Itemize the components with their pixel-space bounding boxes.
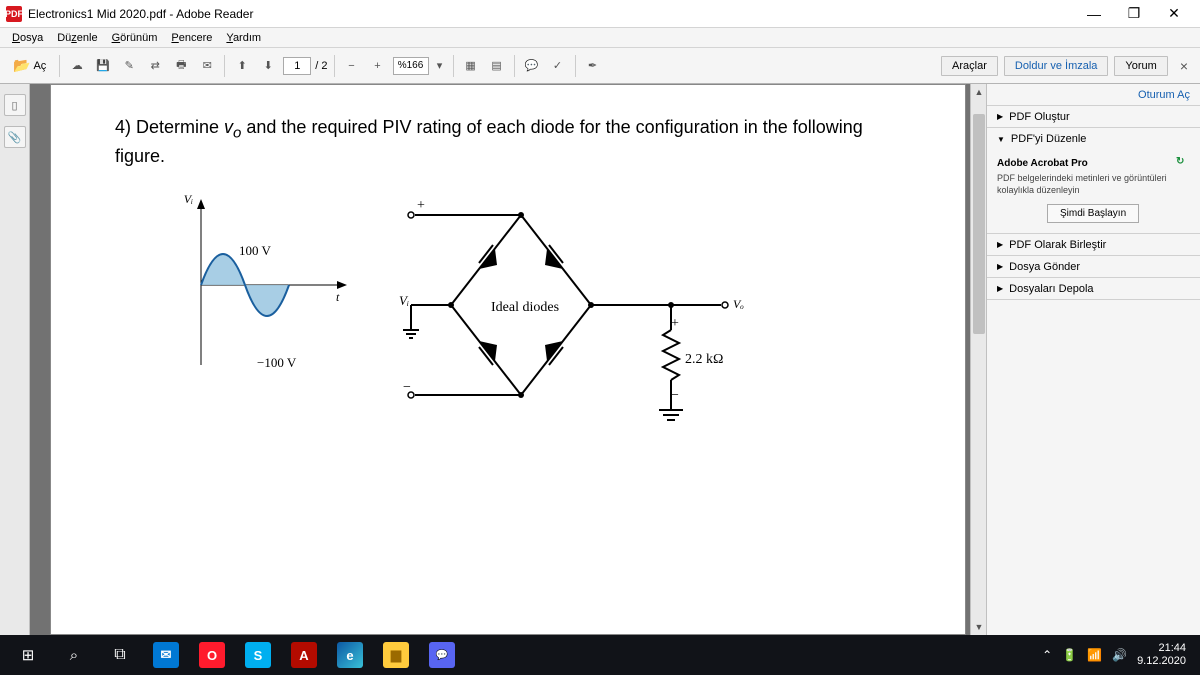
cloud-icon[interactable]: ☁ bbox=[66, 55, 88, 77]
page-up-icon[interactable]: ⬆ bbox=[231, 55, 253, 77]
sign-icon[interactable]: ✒ bbox=[582, 55, 604, 77]
panel-send-file[interactable]: ▶Dosya Gönder bbox=[987, 256, 1200, 278]
clock-date: 9.12.2020 bbox=[1137, 655, 1186, 668]
ideal-diodes-label: Ideal diodes bbox=[491, 300, 559, 315]
close-button[interactable]: ✕ bbox=[1154, 0, 1194, 28]
menu-edit[interactable]: Düzenle bbox=[51, 30, 103, 46]
taskbar-edge-icon[interactable]: e bbox=[328, 635, 372, 675]
circuit-diagram: Vᵢ 100 V −100 V t + Vᵢ bbox=[151, 185, 791, 465]
question-text: 4) Determine vo and the required PIV rat… bbox=[115, 115, 915, 168]
convert-icon[interactable]: ⇄ bbox=[144, 55, 166, 77]
app-icon: PDF bbox=[6, 6, 22, 22]
taskbar-mail-icon[interactable]: ✉ bbox=[144, 635, 188, 675]
tray-volume-icon[interactable]: 🔊 bbox=[1112, 648, 1127, 662]
page-down-icon[interactable]: ⬇ bbox=[257, 55, 279, 77]
svg-text:−: − bbox=[671, 388, 679, 403]
vi2-label: Vᵢ bbox=[399, 293, 409, 308]
windows-taskbar: ⊞ ⌕ ⧉ ✉ O S A e ▆ 💬 ⌃ 🔋 📶 🔊 21:44 9.12.2… bbox=[0, 635, 1200, 675]
minimize-button[interactable]: — bbox=[1074, 0, 1114, 28]
tools-button[interactable]: Araçlar bbox=[941, 56, 998, 76]
tray-wifi-icon[interactable]: 📶 bbox=[1087, 648, 1102, 662]
vi-label: Vᵢ bbox=[184, 192, 193, 206]
menu-help[interactable]: Yardım bbox=[220, 30, 267, 46]
close-panel-icon[interactable]: × bbox=[1174, 58, 1194, 74]
menubar: Dosya Düzenle Görünüm Pencere Yardım bbox=[0, 28, 1200, 48]
resistor-label: 2.2 kΩ bbox=[685, 352, 723, 367]
acrobat-pro-desc: PDF belgelerindeki metinleri ve görüntül… bbox=[997, 173, 1190, 196]
pdf-page: 4) Determine vo and the required PIV rat… bbox=[50, 84, 966, 635]
window-title: Electronics1 Mid 2020.pdf - Adobe Reader bbox=[28, 7, 1074, 21]
start-now-button[interactable]: Şimdi Başlayın bbox=[1047, 204, 1139, 223]
pencil-icon[interactable]: ✎ bbox=[118, 55, 140, 77]
thumbnails-icon[interactable]: ▯ bbox=[4, 94, 26, 116]
window-titlebar: PDF Electronics1 Mid 2020.pdf - Adobe Re… bbox=[0, 0, 1200, 28]
tray-battery-icon[interactable]: 🔋 bbox=[1062, 648, 1077, 662]
zoom-dropdown-icon[interactable]: ▾ bbox=[433, 55, 447, 77]
attachment-icon[interactable]: 📎 bbox=[4, 126, 26, 148]
clock-time: 21:44 bbox=[1137, 642, 1186, 655]
zoom-input[interactable] bbox=[393, 57, 429, 75]
toolbar: 📂 Aç ☁ 💾 ✎ ⇄ 🖶 ✉ ⬆ ⬇ / 2 − + ▾ ▦ ▤ 💬 ✓ ✒… bbox=[0, 48, 1200, 84]
zoom-in-icon[interactable]: + bbox=[367, 55, 389, 77]
open-label: Aç bbox=[33, 60, 46, 72]
scrollbar-thumb[interactable] bbox=[973, 114, 985, 334]
task-view-icon[interactable]: ⧉ bbox=[98, 635, 142, 675]
fill-sign-button[interactable]: Doldur ve İmzala bbox=[1004, 56, 1109, 76]
taskbar-skype-icon[interactable]: S bbox=[236, 635, 280, 675]
panel-edit-pdf[interactable]: ▼PDF'yi Düzenle bbox=[987, 128, 1200, 150]
folder-icon: 📂 bbox=[13, 57, 30, 74]
refresh-icon[interactable]: ↻ bbox=[1176, 156, 1190, 170]
fit-page-icon[interactable]: ▦ bbox=[460, 55, 482, 77]
taskbar-search-icon[interactable]: ⌕ bbox=[52, 635, 96, 675]
taskbar-clock[interactable]: 21:44 9.12.2020 bbox=[1137, 642, 1186, 668]
panel-store-files[interactable]: ▶Dosyaları Depola bbox=[987, 278, 1200, 300]
menu-window[interactable]: Pencere bbox=[165, 30, 218, 46]
page-number-input[interactable] bbox=[283, 57, 311, 75]
tools-panel: Oturum Aç ▶PDF Oluştur ▼PDF'yi Düzenle A… bbox=[986, 84, 1200, 635]
main-area: ▯ 📎 ▲ ▼ 4) Determine vo and the required… bbox=[0, 84, 1200, 635]
left-rail: ▯ 📎 bbox=[0, 84, 30, 635]
svg-text:+: + bbox=[417, 198, 425, 213]
maximize-button[interactable]: ❐ bbox=[1114, 0, 1154, 28]
svg-text:−: − bbox=[403, 380, 411, 395]
fit-width-icon[interactable]: ▤ bbox=[486, 55, 508, 77]
menu-view[interactable]: Görünüm bbox=[106, 30, 164, 46]
taskbar-acrobat-icon[interactable]: A bbox=[282, 635, 326, 675]
neg-voltage-label: −100 V bbox=[257, 355, 297, 370]
page-total: / 2 bbox=[315, 60, 327, 72]
panel-create-pdf[interactable]: ▶PDF Oluştur bbox=[987, 106, 1200, 128]
svg-text:+: + bbox=[671, 316, 679, 331]
highlight-icon[interactable]: ✓ bbox=[547, 55, 569, 77]
menu-file[interactable]: Dosya bbox=[6, 30, 49, 46]
scroll-down-icon[interactable]: ▼ bbox=[971, 619, 986, 635]
taskbar-explorer-icon[interactable]: ▆ bbox=[374, 635, 418, 675]
acrobat-pro-title: Adobe Acrobat Pro bbox=[997, 158, 1088, 169]
vertical-scrollbar[interactable]: ▲ ▼ bbox=[970, 84, 986, 635]
login-link[interactable]: Oturum Aç bbox=[987, 84, 1200, 106]
open-button[interactable]: 📂 Aç bbox=[6, 54, 53, 77]
mail-icon[interactable]: ✉ bbox=[196, 55, 218, 77]
pos-voltage-label: 100 V bbox=[239, 243, 272, 258]
taskbar-opera-icon[interactable]: O bbox=[190, 635, 234, 675]
zoom-out-icon[interactable]: − bbox=[341, 55, 363, 77]
tray-chevron-icon[interactable]: ⌃ bbox=[1042, 648, 1052, 662]
panel-combine-pdf[interactable]: ▶PDF Olarak Birleştir bbox=[987, 234, 1200, 256]
save-icon[interactable]: 💾 bbox=[92, 55, 114, 77]
comment-button[interactable]: Yorum bbox=[1114, 56, 1167, 76]
comment-bubble-icon[interactable]: 💬 bbox=[521, 55, 543, 77]
system-tray: ⌃ 🔋 📶 🔊 21:44 9.12.2020 bbox=[1042, 642, 1194, 668]
acrobat-pro-promo: Adobe Acrobat Pro ↻ PDF belgelerindeki m… bbox=[987, 150, 1200, 234]
scroll-up-icon[interactable]: ▲ bbox=[971, 84, 986, 100]
document-viewport: ▲ ▼ 4) Determine vo and the required PIV… bbox=[30, 84, 986, 635]
vo-label: Vₒ bbox=[733, 297, 744, 311]
taskbar-discord-icon[interactable]: 💬 bbox=[420, 635, 464, 675]
start-button[interactable]: ⊞ bbox=[6, 635, 50, 675]
print-icon[interactable]: 🖶 bbox=[170, 55, 192, 77]
time-axis-label: t bbox=[336, 290, 340, 304]
